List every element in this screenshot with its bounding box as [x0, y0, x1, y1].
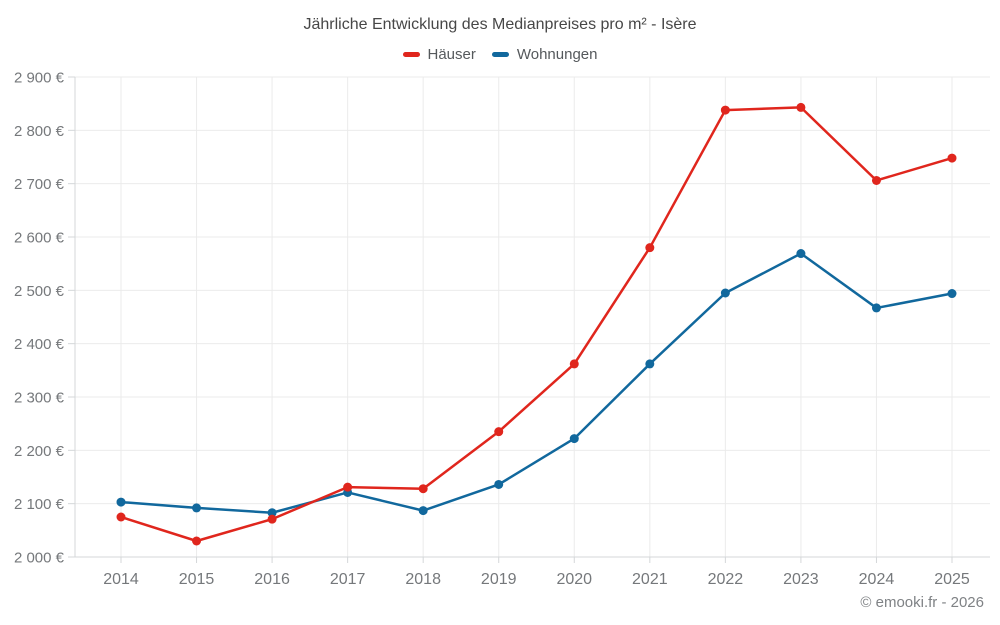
data-point[interactable] — [418, 484, 428, 494]
footer-credit: © emooki.fr - 2026 — [860, 594, 984, 611]
x-tick-label: 2019 — [481, 571, 517, 588]
x-tick-label: 2024 — [859, 571, 895, 588]
data-point[interactable] — [192, 536, 202, 546]
data-point[interactable] — [267, 508, 277, 518]
chart-legend: Häuser Wohnungen — [0, 46, 1000, 63]
x-tick-label: 2018 — [405, 571, 441, 588]
data-point[interactable] — [418, 506, 428, 516]
chart-title: Jährliche Entwicklung des Medianpreises … — [303, 16, 697, 33]
data-point[interactable] — [192, 503, 202, 513]
data-point[interactable] — [796, 102, 806, 112]
y-tick-label: 2 200 € — [14, 443, 65, 460]
legend-label-hauser: Häuser — [427, 46, 476, 63]
y-tick-label: 2 800 € — [14, 123, 65, 140]
legend-label-wohnungen: Wohnungen — [516, 46, 598, 63]
y-tick-label: 2 400 € — [14, 336, 65, 353]
data-point[interactable] — [494, 427, 504, 437]
series-line — [119, 252, 954, 514]
data-point[interactable] — [569, 359, 579, 369]
data-point[interactable] — [871, 175, 881, 185]
data-point[interactable] — [720, 105, 730, 115]
legend-swatch-wohnungen-icon — [491, 52, 509, 57]
x-tick-label: 2020 — [556, 571, 592, 588]
data-point[interactable] — [796, 249, 806, 259]
data-point[interactable] — [645, 243, 655, 253]
y-tick-label: 2 900 € — [14, 70, 65, 87]
y-tick-label: 2 600 € — [14, 230, 65, 247]
data-point[interactable] — [267, 514, 277, 524]
legend-item-hauser[interactable]: Häuser — [402, 46, 476, 63]
series-huser — [116, 102, 957, 546]
data-point[interactable] — [116, 497, 126, 507]
chart-grid: 2 000 € 2 100 € 2 200 € 2 300 € 2 400 € 2 500… — [14, 70, 990, 588]
x-tick-label: 2017 — [330, 571, 366, 588]
data-point[interactable] — [720, 288, 730, 298]
series-line — [119, 106, 954, 543]
legend-swatch-hauser-icon — [402, 52, 420, 57]
x-tick-label: 2021 — [632, 571, 668, 588]
x-tick-label: 2025 — [934, 571, 970, 588]
legend-item-wohnungen[interactable]: Wohnungen — [491, 46, 598, 63]
x-tick-label: 2023 — [783, 571, 819, 588]
y-tick-label: 2 700 € — [14, 176, 65, 193]
data-point[interactable] — [494, 479, 504, 489]
data-point[interactable] — [947, 289, 957, 299]
x-tick-label: 2022 — [708, 571, 744, 588]
data-point[interactable] — [645, 359, 655, 369]
data-point[interactable] — [343, 482, 353, 492]
y-tick-label: 2 500 € — [14, 283, 65, 300]
x-tick-label: 2015 — [179, 571, 215, 588]
data-point[interactable] — [116, 512, 126, 522]
data-point[interactable] — [871, 303, 881, 313]
y-tick-label: 2 100 € — [14, 496, 65, 513]
data-point[interactable] — [947, 153, 957, 163]
y-tick-label: 2 300 € — [14, 390, 65, 407]
x-tick-label: 2016 — [254, 571, 290, 588]
x-tick-label: 2014 — [103, 571, 139, 588]
y-tick-label: 2 000 € — [14, 550, 65, 567]
series-wohnungen — [116, 249, 957, 518]
data-point[interactable] — [569, 434, 579, 444]
